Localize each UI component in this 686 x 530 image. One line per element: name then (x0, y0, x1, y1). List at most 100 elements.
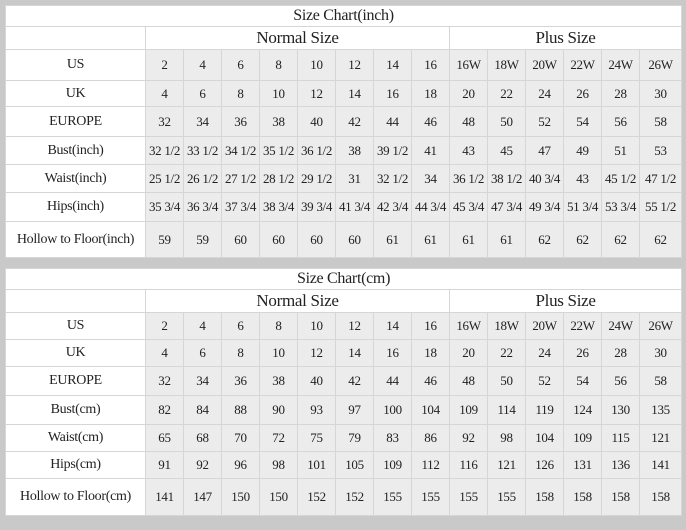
size-value-cell: 53 (638, 136, 683, 165)
size-value-cell: 24 (525, 80, 564, 107)
size-value-cell: 47 (525, 136, 564, 165)
size-value-cell: 115 (601, 424, 640, 452)
row-label: UK (5, 339, 146, 367)
size-value-cell: 49 (563, 136, 602, 165)
size-value-cell: 79 (335, 424, 374, 452)
size-value-cell: 4 (183, 49, 222, 81)
size-value-cell: 155 (373, 478, 412, 516)
size-value-cell: 26W (638, 312, 683, 340)
size-value-cell: 33 1/2 (183, 136, 222, 165)
size-value-cell: 42 (335, 106, 374, 137)
table-row: EUROPE 32 34 36 38 40 42 44 46 48 50 52 54 56 58 (5, 106, 683, 137)
size-value-cell: 70 (221, 424, 260, 452)
size-value-cell: 62 (638, 221, 683, 258)
size-value-cell: 18W (487, 49, 526, 81)
row-label: Bust(cm) (5, 395, 146, 425)
size-value-cell: 14 (335, 339, 374, 367)
size-value-cell: 98 (487, 424, 526, 452)
size-value-cell: 36 3/4 (183, 192, 222, 222)
size-value-cell: 36 1/2 (297, 136, 336, 165)
size-value-cell: 116 (449, 451, 488, 479)
size-table: Size Chart(cm) Normal Size Plus Size US 2 4 6 8… (4, 268, 683, 516)
size-value-cell: 16W (449, 312, 488, 340)
size-value-cell: 65 (145, 424, 184, 452)
size-value-cell: 158 (563, 478, 602, 516)
size-value-cell: 135 (638, 395, 683, 425)
size-value-cell: 8 (259, 312, 298, 340)
row-label: UK (5, 80, 146, 107)
size-value-cell: 72 (259, 424, 298, 452)
size-value-cell: 6 (221, 312, 260, 340)
size-value-cell: 150 (221, 478, 260, 516)
size-value-cell: 136 (601, 451, 640, 479)
table-row: US 2 4 6 8 10 12 14 16 16W 18W 20W 22W 24W 26W (5, 312, 683, 340)
size-value-cell: 152 (297, 478, 336, 516)
size-value-cell: 34 (183, 366, 222, 396)
size-value-cell: 40 (297, 106, 336, 137)
size-value-cell: 46 (411, 106, 450, 137)
size-value-cell: 54 (563, 366, 602, 396)
size-value-cell: 12 (335, 49, 374, 81)
group-plus-size: Plus Size (448, 289, 683, 313)
size-value-cell: 141 (145, 478, 184, 516)
size-value-cell: 59 (145, 221, 184, 258)
size-value-cell: 155 (487, 478, 526, 516)
size-value-cell: 131 (563, 451, 602, 479)
size-value-cell: 29 1/2 (297, 164, 336, 193)
size-value-cell: 90 (259, 395, 298, 425)
table-row: Waist(inch) 25 1/2 26 1/2 27 1/2 28 1/2 29 1/… (5, 164, 683, 193)
size-value-cell: 42 3/4 (373, 192, 412, 222)
size-value-cell: 38 3/4 (259, 192, 298, 222)
size-value-cell: 41 3/4 (335, 192, 374, 222)
size-value-cell: 26 (563, 339, 602, 367)
size-value-cell: 61 (449, 221, 488, 258)
size-value-cell: 92 (449, 424, 488, 452)
size-value-cell: 62 (601, 221, 640, 258)
row-label: Waist(cm) (5, 424, 146, 452)
group-row: Normal Size Plus Size (5, 289, 683, 313)
size-value-cell: 48 (449, 106, 488, 137)
size-value-cell: 48 (449, 366, 488, 396)
size-value-cell: 32 (145, 366, 184, 396)
size-value-cell: 158 (638, 478, 683, 516)
size-value-cell: 40 3/4 (525, 164, 564, 193)
size-value-cell: 101 (297, 451, 336, 479)
size-value-cell: 34 (183, 106, 222, 137)
size-value-cell: 30 (638, 80, 683, 107)
size-value-cell: 46 (411, 366, 450, 396)
size-value-cell: 14 (373, 49, 412, 81)
size-value-cell: 10 (259, 80, 298, 107)
size-value-cell: 58 (638, 366, 683, 396)
size-value-cell: 22 (487, 339, 526, 367)
size-value-cell: 43 (449, 136, 488, 165)
size-value-cell: 18W (487, 312, 526, 340)
row-label: US (5, 312, 146, 340)
title-row: Size Chart(inch) (4, 5, 683, 27)
size-value-cell: 112 (411, 451, 450, 479)
size-value-cell: 12 (335, 312, 374, 340)
table-row: Hollow to Floor(cm) 141 147 150 150 152 152 155… (5, 478, 683, 516)
size-value-cell: 24W (601, 49, 640, 81)
size-value-cell: 158 (525, 478, 564, 516)
size-value-cell: 52 (525, 366, 564, 396)
group-row: Normal Size Plus Size (5, 26, 683, 50)
size-value-cell: 28 (601, 339, 640, 367)
row-label: Hips(inch) (5, 192, 146, 222)
size-value-cell: 16 (373, 339, 412, 367)
size-value-cell: 14 (373, 312, 412, 340)
blank-cell (5, 26, 146, 50)
size-value-cell: 58 (638, 106, 683, 137)
size-value-cell: 105 (335, 451, 374, 479)
size-value-cell: 55 1/2 (638, 192, 683, 222)
size-value-cell: 109 (449, 395, 488, 425)
size-value-cell: 47 1/2 (638, 164, 683, 193)
size-value-cell: 38 (259, 366, 298, 396)
size-value-cell: 98 (259, 451, 298, 479)
size-value-cell: 60 (221, 221, 260, 258)
size-value-cell: 8 (221, 339, 260, 367)
size-value-cell: 39 1/2 (373, 136, 412, 165)
size-value-cell: 60 (297, 221, 336, 258)
size-value-cell: 41 (411, 136, 450, 165)
size-value-cell: 126 (525, 451, 564, 479)
size-value-cell: 147 (183, 478, 222, 516)
